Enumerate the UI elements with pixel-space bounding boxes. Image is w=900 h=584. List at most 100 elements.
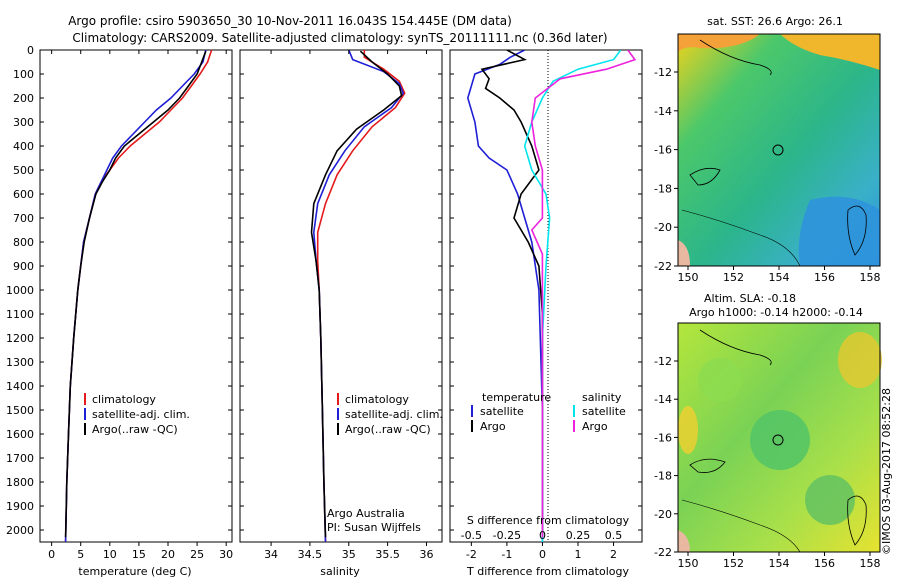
depth-tick-label: 800 xyxy=(13,236,34,249)
x-tick-label: 35.5 xyxy=(375,548,400,561)
sla-land xyxy=(678,530,690,552)
map-x-tick-label: 158 xyxy=(860,271,881,284)
map-y-tick-label: -20 xyxy=(654,508,672,521)
sst-coast xyxy=(699,39,772,76)
x-tick-label-S: -0.25 xyxy=(493,529,521,542)
depth-tick-label: 1200 xyxy=(6,332,34,345)
sla-map-axes: 150 152 154 156 158 -12 -14 -16 -18 -20 -22 xyxy=(654,355,880,570)
x-tick-label-S: 0.25 xyxy=(566,529,591,542)
sla-island xyxy=(689,458,726,473)
map-x-tick-label: 156 xyxy=(814,557,835,570)
depth-tick-label: 1400 xyxy=(6,380,34,393)
x-tick-label: 34.5 xyxy=(298,548,323,561)
map-y-tick-label: -16 xyxy=(654,144,672,157)
depth-tick-label: 900 xyxy=(13,260,34,273)
sst-argo-marker xyxy=(772,144,784,156)
map-y-tick-label: -16 xyxy=(654,431,672,444)
sla-eddy xyxy=(750,410,810,470)
temperature-lines xyxy=(64,50,213,542)
sla-eddy-3 xyxy=(698,358,742,402)
map-x-tick-label: 156 xyxy=(814,271,835,284)
sla-high xyxy=(838,332,882,388)
depth-tick-label: 300 xyxy=(13,116,34,129)
legend-swatch-climatology xyxy=(337,393,339,405)
legend-temperature: temperature xyxy=(482,391,551,404)
sla-coast xyxy=(699,329,772,366)
map-y-tick-label: -14 xyxy=(654,393,672,406)
series-line-satellite-s xyxy=(523,50,622,542)
map-y-tick-label: -14 xyxy=(654,105,672,118)
difference-lines xyxy=(466,50,637,542)
sst-contour xyxy=(681,209,801,267)
depth-tick-label: 1300 xyxy=(6,356,34,369)
legend-salinity: salinity xyxy=(582,391,622,404)
x-tick-label: 20 xyxy=(161,548,175,561)
map-y-tick-label: -18 xyxy=(654,182,672,195)
sla-high-2 xyxy=(678,406,698,454)
map-x-tick-label: 158 xyxy=(860,557,881,570)
x-tick-label-T: 0 xyxy=(539,548,546,561)
depth-tick-label: 1000 xyxy=(6,284,34,297)
sla-argo-marker xyxy=(772,434,784,446)
depth-tick-label: 1900 xyxy=(6,500,34,513)
depth-tick-label: 1800 xyxy=(6,476,34,489)
series-line-argo xyxy=(64,50,207,538)
sla-eddy-2 xyxy=(805,475,855,525)
legend-argo: Argo(..raw -QC) xyxy=(345,423,431,436)
map-x-tick-label: 154 xyxy=(769,557,790,570)
temperature-panel xyxy=(39,49,233,543)
difference-panel xyxy=(449,49,643,543)
sst-cool-patch xyxy=(798,196,880,266)
sst-warm-patch-ne xyxy=(780,34,880,70)
series-line-argo xyxy=(310,50,403,538)
depth-tick-label: 0 xyxy=(27,44,34,57)
legend-swatch-climatology xyxy=(84,393,86,405)
salinity-legend: climatology satellite-adj. clim. Argo(..… xyxy=(337,393,443,436)
x-tick-label: 5 xyxy=(77,548,84,561)
x-tick-label: 10 xyxy=(103,548,117,561)
depth-tick-label: 200 xyxy=(13,92,34,105)
x-tick-label-T: 1 xyxy=(575,548,582,561)
sla-reef xyxy=(847,495,867,546)
sst-island xyxy=(689,167,721,186)
series-line-satellite xyxy=(312,50,405,542)
map-x-tick-label: 152 xyxy=(723,271,744,284)
annotation-pi: PI: Susan Wijffels xyxy=(327,521,421,534)
legend-swatch-argo-T xyxy=(471,420,473,432)
legend-argo-T: Argo xyxy=(480,420,506,433)
sst-warm-patch xyxy=(678,34,760,52)
temperature-xlabel: temperature (deg C) xyxy=(78,565,191,578)
map-y-tick-label: -12 xyxy=(654,66,672,79)
sla-contour xyxy=(681,499,801,553)
series-line-argo-s xyxy=(530,50,637,538)
difference-legend: temperature salinity satellite Argo sate… xyxy=(471,391,626,433)
legend-satellite-T: satellite xyxy=(480,405,524,418)
sst-map-axes: 150 152 154 156 158 -12 -14 -16 -18 -20 -22 xyxy=(654,66,880,284)
difference-xlabel-top: S difference from climatology xyxy=(467,514,630,527)
sla-map xyxy=(677,322,882,553)
x-tick-label-S: -0.5 xyxy=(461,529,482,542)
x-tick-label-T: -1 xyxy=(501,548,512,561)
depth-tick-label: 1700 xyxy=(6,452,34,465)
series-line-climatology xyxy=(64,50,213,542)
map-x-tick-label: 154 xyxy=(769,271,790,284)
depth-tick-label: 1100 xyxy=(6,308,34,321)
map-x-tick-label: 150 xyxy=(678,557,699,570)
legend-swatch-sat-S xyxy=(573,405,575,417)
depth-tick-label: 1600 xyxy=(6,428,34,441)
depth-tick-label: 2000 xyxy=(6,524,34,537)
legend-argo: Argo(..raw -QC) xyxy=(92,423,178,436)
series-line-satellite xyxy=(64,50,207,542)
x-tick-label: 36 xyxy=(419,548,433,561)
depth-tick-label: 700 xyxy=(13,212,34,225)
legend-swatch-argo xyxy=(84,423,86,435)
x-tick-label-S: 0.5 xyxy=(605,529,623,542)
x-tick-label-T: -2 xyxy=(466,548,477,561)
x-tick-label: 35 xyxy=(342,548,356,561)
imos-stamp: ©IMOS 03-Aug-2017 08:52:28 xyxy=(880,388,893,555)
difference-x-axis: -2 -1 0 1 2 -0.5 -0.25 0 0.25 0.5 xyxy=(461,529,623,561)
map-y-tick-label: -20 xyxy=(654,221,672,234)
sst-map-title: sat. SST: 26.6 Argo: 26.1 xyxy=(707,15,843,28)
legend-swatch-sat-T xyxy=(471,405,473,417)
series-line-argo-t xyxy=(480,50,544,538)
